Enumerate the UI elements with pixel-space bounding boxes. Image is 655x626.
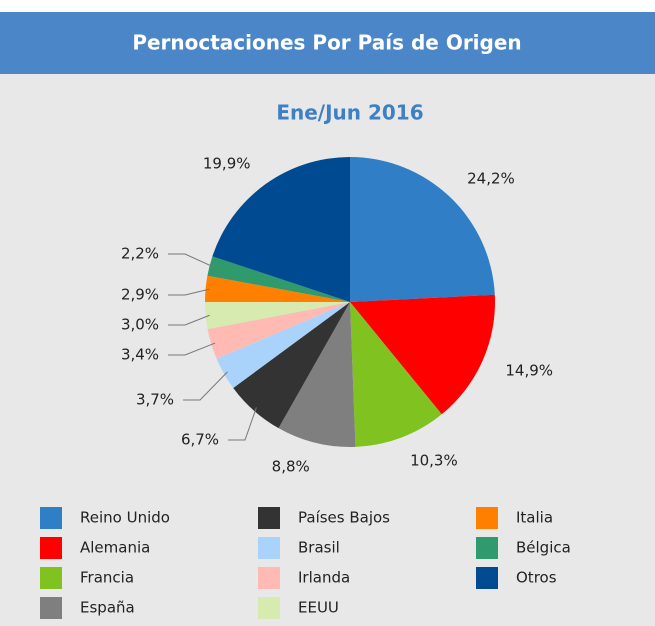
legend-swatch: [476, 507, 498, 529]
pie-slice: [350, 302, 442, 447]
data-label: 2,2%: [121, 245, 159, 263]
pie-slice: [212, 157, 350, 302]
pie-slice: [216, 302, 350, 388]
data-label: 8,8%: [272, 458, 310, 476]
leader-line: [183, 371, 228, 401]
data-label: 3,7%: [136, 391, 174, 409]
legend-label: Brasil: [298, 539, 340, 557]
leader-line: [168, 342, 216, 356]
pie-slice: [205, 302, 350, 330]
legend-swatch: [258, 567, 280, 589]
data-label: 19,9%: [203, 155, 251, 173]
legend-label: Países Bajos: [298, 509, 390, 527]
data-label: 6,7%: [181, 431, 219, 449]
leader-line: [168, 288, 210, 296]
legend-label: Reino Unido: [80, 509, 170, 527]
legend-label: Alemania: [80, 539, 150, 557]
legend-swatch: [476, 567, 498, 589]
legend-swatch: [40, 567, 62, 589]
pie-slice: [233, 302, 350, 429]
pie-slice: [350, 294, 495, 415]
pie-slice: [278, 302, 356, 447]
data-label: 24,2%: [467, 169, 515, 187]
pie-slice: [207, 302, 350, 359]
chart-title: Pernoctaciones Por País de Origen: [132, 31, 521, 55]
legend-label: España: [80, 599, 135, 617]
pie-slice: [205, 275, 350, 302]
legend-label: Irlanda: [298, 569, 350, 587]
data-label: 14,9%: [505, 361, 553, 379]
legend-swatch: [476, 537, 498, 559]
legend-swatch: [258, 537, 280, 559]
legend-swatch: [40, 507, 62, 529]
legend-label: Bélgica: [516, 539, 571, 557]
header-bar: [0, 12, 655, 74]
leader-line: [228, 407, 257, 441]
legend-swatch: [40, 597, 62, 619]
data-label: 10,3%: [410, 452, 458, 470]
leader-line: [168, 314, 210, 326]
legend-label: EEUU: [298, 599, 339, 617]
legend-label: Italia: [516, 509, 553, 527]
data-label: 2,9%: [121, 286, 159, 304]
pie-slice: [350, 157, 495, 302]
legend-swatch: [40, 537, 62, 559]
pie-slice: [207, 256, 350, 302]
legend-label: Francia: [80, 569, 134, 587]
leader-line: [168, 253, 214, 268]
data-label: 3,0%: [121, 316, 159, 334]
legend-swatch: [258, 597, 280, 619]
legend-swatch: [258, 507, 280, 529]
chart-subtitle: Ene/Jun 2016: [276, 101, 423, 125]
data-label: 3,4%: [121, 346, 159, 364]
legend-label: Otros: [516, 569, 557, 587]
